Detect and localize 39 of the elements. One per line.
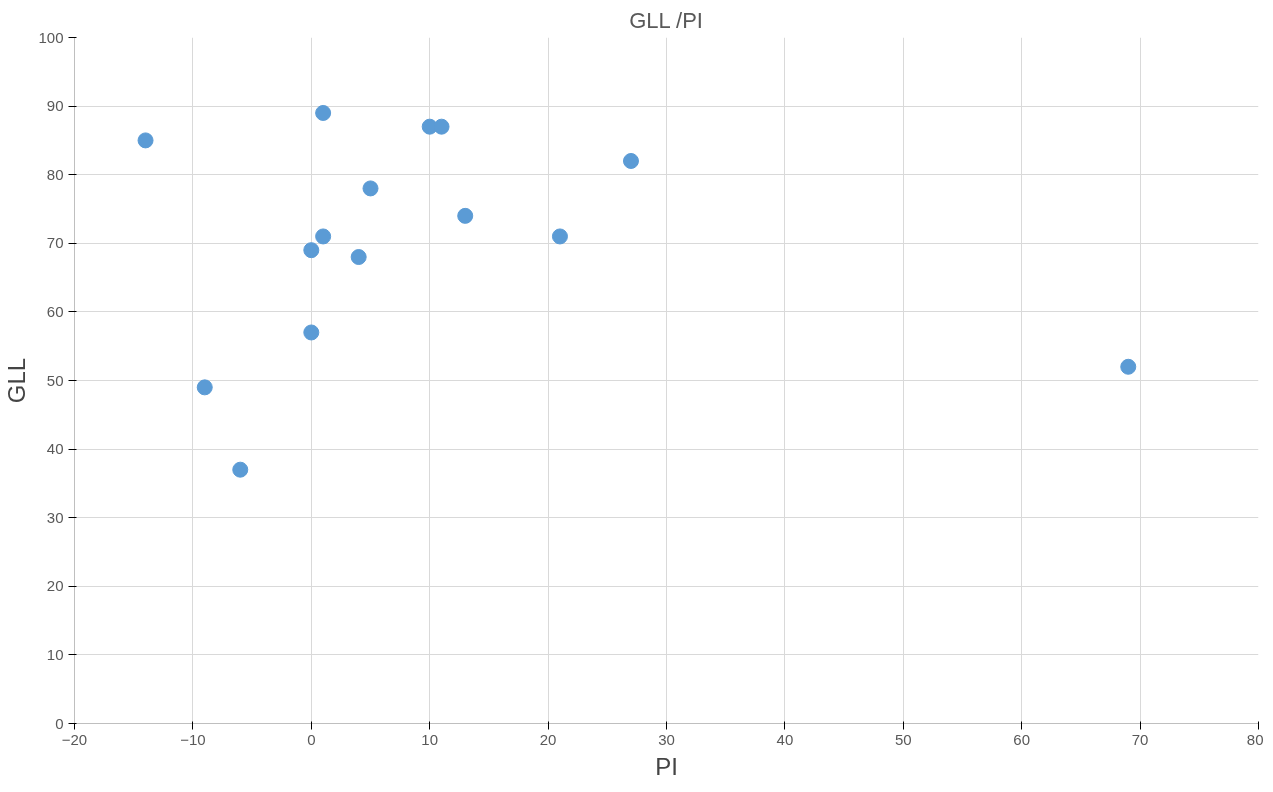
x-tick-label: 10 [421, 730, 439, 748]
point [1120, 358, 1137, 375]
x-tick-label: 20 [539, 730, 557, 748]
y-tick-label: 50 [46, 371, 64, 389]
point [457, 207, 474, 224]
y-axis-title: GLL [3, 357, 31, 404]
y-tick-label: 20 [46, 577, 64, 595]
point [622, 152, 639, 169]
chart-title: GLL /PI [629, 7, 703, 33]
x-tick-label: 0 [307, 730, 316, 748]
x-tick-label: 60 [1013, 730, 1031, 748]
point [362, 180, 379, 197]
y-tick-label: 0 [55, 714, 64, 732]
point [350, 249, 367, 266]
y-tick-label: 100 [38, 28, 64, 46]
x-tick-label: 70 [1131, 730, 1149, 748]
x-axis-title: PI [655, 752, 678, 780]
y-tick-label: 70 [46, 234, 64, 252]
point [137, 132, 154, 149]
y-tick-label: 40 [46, 440, 64, 458]
point [315, 104, 332, 121]
x-tick-label: 80 [1246, 730, 1264, 748]
point [196, 379, 213, 396]
y-tick-label: 30 [46, 508, 64, 526]
point [303, 242, 320, 259]
x-tick-label: −10 [180, 730, 206, 748]
point [551, 228, 568, 245]
x-tick-label: 50 [894, 730, 912, 748]
y-tick-label: 60 [46, 302, 64, 320]
y-tick-label: 90 [46, 97, 64, 115]
y-tick-label: 80 [46, 165, 64, 183]
point [315, 228, 332, 245]
point [232, 461, 249, 478]
point [433, 118, 450, 135]
x-tick-label: 40 [776, 730, 794, 748]
x-tick-label: −20 [61, 730, 88, 748]
y-tick-label: 10 [46, 645, 64, 663]
point [303, 324, 320, 341]
x-tick-label: 30 [658, 730, 675, 748]
